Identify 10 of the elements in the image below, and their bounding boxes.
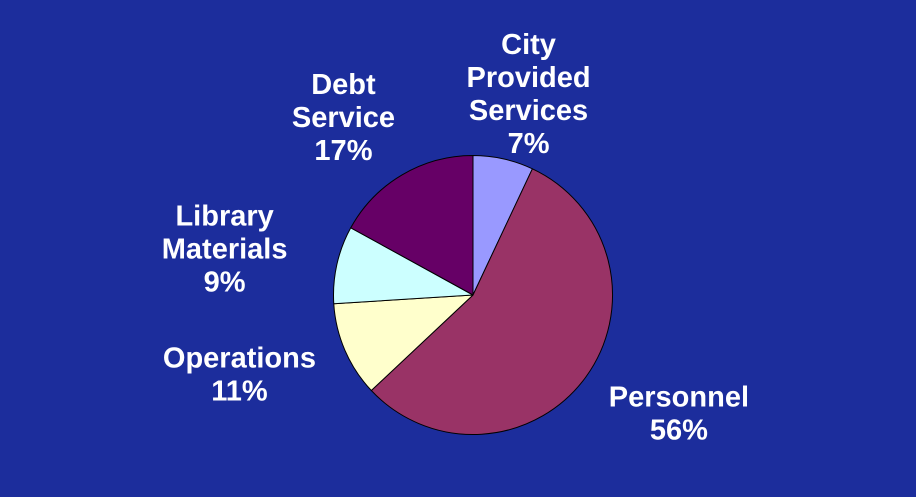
- data-label: 9%: [204, 266, 246, 298]
- slice-label: Library Materials: [162, 200, 288, 266]
- slice-label: Debt Service: [292, 68, 396, 134]
- slice-label: Personnel: [608, 382, 750, 414]
- slice-label: Operations: [162, 342, 316, 375]
- data-label: 7%: [508, 128, 550, 160]
- data-label: 56%: [650, 414, 708, 447]
- data-label: 11%: [211, 376, 268, 408]
- slice-label: City Provided Services: [466, 28, 591, 127]
- data-label: 17%: [314, 134, 373, 167]
